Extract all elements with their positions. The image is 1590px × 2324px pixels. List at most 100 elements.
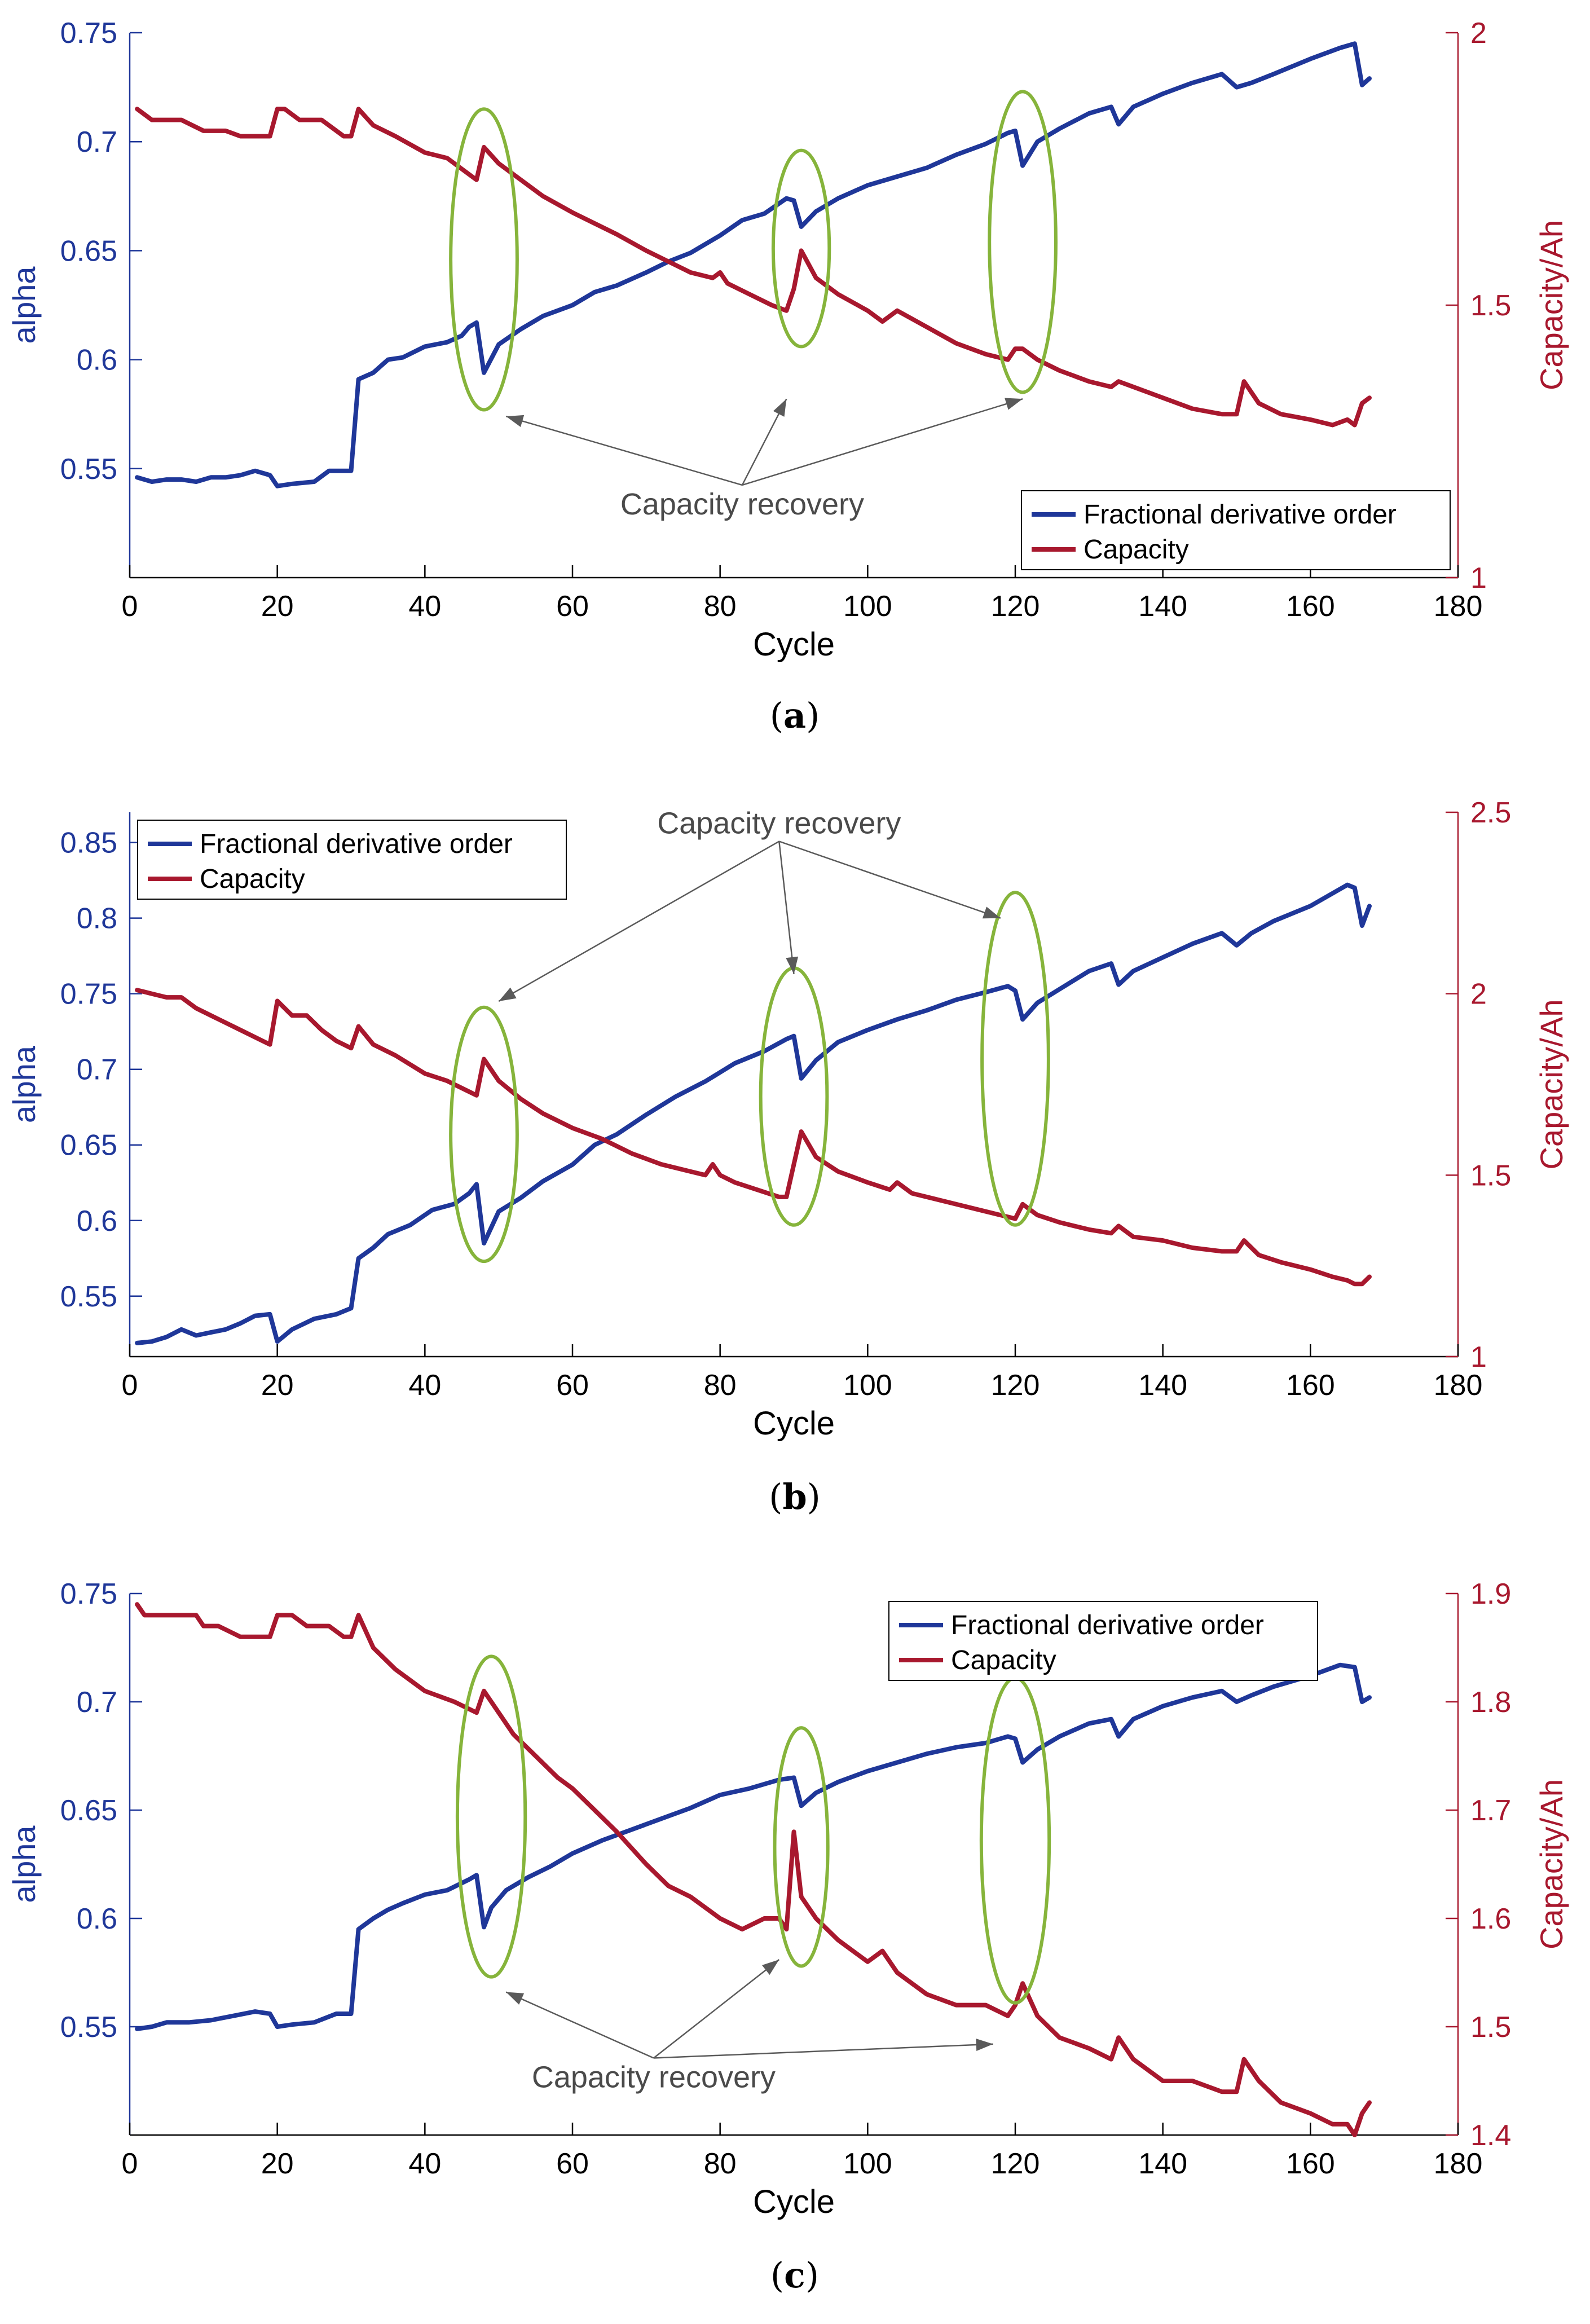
- right-tick-label: 1.8: [1470, 1686, 1511, 1719]
- annotation-arrowhead: [506, 1992, 525, 2005]
- x-tick-label: 160: [1286, 590, 1335, 623]
- x-tick-label: 80: [704, 590, 737, 623]
- x-tick-label: 0: [122, 590, 138, 623]
- annotation-arrowhead: [499, 987, 517, 1002]
- annotation-capacity-recovery: Capacity recovery: [532, 2061, 776, 2094]
- capacity-series-line: [135, 107, 1372, 428]
- legend-label: Capacity: [1084, 535, 1189, 565]
- x-tick-label: 20: [261, 590, 294, 623]
- recovery-ellipse: [759, 966, 829, 1227]
- recovery-ellipse: [455, 1654, 527, 1979]
- x-tick-label: 140: [1138, 590, 1187, 623]
- x-tick-label: 40: [408, 590, 441, 623]
- x-tick-label: 120: [991, 590, 1040, 623]
- left-tick-label: 0.65: [60, 235, 117, 267]
- recovery-ellipse: [449, 107, 519, 412]
- left-axis-title: alpha: [6, 1825, 42, 1903]
- left-tick-label: 0.8: [77, 903, 117, 935]
- recovery-ellipse: [979, 1676, 1051, 2005]
- right-axis-title: Capacity/Ah: [1534, 1779, 1569, 1949]
- annotation-arrow: [498, 840, 779, 1002]
- right-tick-label: 2: [1470, 978, 1487, 1011]
- right-tick-label: 1.7: [1470, 1794, 1511, 1827]
- left-tick-label: 0.7: [77, 126, 117, 159]
- x-tick-label: 140: [1138, 2147, 1187, 2180]
- caption-open-paren: (: [769, 1476, 782, 1517]
- x-tick-label: 180: [1434, 1369, 1483, 1402]
- annotation-capacity-recovery: Capacity recovery: [620, 487, 864, 521]
- right-tick-label: 1.5: [1470, 1159, 1511, 1192]
- annotation-arrow: [505, 415, 743, 486]
- annotation-arrowhead: [976, 2038, 993, 2051]
- x-tick-label: 100: [843, 2147, 892, 2180]
- x-axis-title: Cycle: [753, 2184, 835, 2220]
- x-tick-label: 60: [556, 2147, 589, 2180]
- annotation-arrow: [778, 840, 1001, 919]
- right-tick-label: 1.5: [1470, 2011, 1511, 2044]
- right-axis-title: Capacity/Ah: [1534, 220, 1569, 390]
- caption-close-paren: ): [807, 1476, 821, 1517]
- x-tick-label: 180: [1434, 590, 1483, 623]
- recovery-ellipse: [988, 90, 1058, 394]
- left-tick-label: 0.75: [60, 978, 117, 1011]
- capacity-series-line: [135, 988, 1372, 1287]
- x-axis-title: Cycle: [753, 626, 835, 663]
- left-tick-label: 0.6: [77, 344, 117, 377]
- x-axis-title: Cycle: [753, 1405, 835, 1442]
- left-axis-title: alpha: [6, 1045, 42, 1123]
- right-tick-label: 1.5: [1470, 289, 1511, 322]
- caption-close-paren: ): [806, 695, 820, 736]
- legend-box: [137, 820, 567, 900]
- x-tick-label: 140: [1138, 1369, 1187, 1402]
- x-tick-label: 80: [704, 1369, 737, 1402]
- annotation-arrowhead: [773, 399, 787, 417]
- panel-caption: (b): [769, 1476, 821, 1517]
- annotation-arrowhead: [1005, 398, 1023, 410]
- annotation-arrow: [778, 841, 795, 974]
- legend-label: Capacity: [200, 864, 305, 894]
- x-tick-label: 120: [991, 2147, 1040, 2180]
- x-tick-label: 20: [261, 1369, 294, 1402]
- capacity-series-line: [135, 1602, 1372, 2137]
- x-tick-label: 180: [1434, 2147, 1483, 2180]
- annotation-arrowhead: [506, 415, 525, 428]
- chart-panel-a: 0 20 40 60 80 100 120 140 160 180 0.55 0.6 0.65 0.7 0.…: [6, 17, 1569, 736]
- caption-open-paren: (: [770, 2255, 784, 2296]
- left-tick-label: 0.65: [60, 1794, 117, 1827]
- left-tick-label: 0.55: [60, 2011, 117, 2044]
- chart-panel-b: 0 20 40 60 80 100 120 140 160 180 0.55 0.6 0.65 0.7 0.…: [6, 796, 1569, 1517]
- x-tick-label: 0: [122, 2147, 138, 2180]
- annotation-arrow: [742, 398, 1023, 486]
- left-tick-label: 0.75: [60, 17, 117, 50]
- recovery-ellipse: [980, 891, 1050, 1227]
- left-tick-label: 0.6: [77, 1903, 117, 1935]
- left-tick-label: 0.55: [60, 1280, 117, 1313]
- left-tick-label: 0.75: [60, 1578, 117, 1610]
- legend-label: Fractional derivative order: [200, 829, 513, 859]
- recovery-ellipse: [773, 1726, 830, 1968]
- caption-letter: b: [782, 1476, 807, 1517]
- x-tick-label: 60: [556, 590, 589, 623]
- left-tick-label: 0.85: [60, 827, 117, 860]
- x-tick-label: 40: [408, 1369, 441, 1402]
- x-tick-label: 160: [1286, 2147, 1335, 2180]
- legend-label: Fractional derivative order: [1084, 500, 1397, 530]
- annotation-arrowhead: [982, 906, 1001, 919]
- x-tick-label: 20: [261, 2147, 294, 2180]
- annotation-arrow: [653, 1958, 780, 2059]
- right-axis-title: Capacity/Ah: [1534, 1000, 1569, 1170]
- caption-open-paren: (: [770, 695, 783, 736]
- left-tick-label: 0.6: [77, 1205, 117, 1238]
- legend-label: Fractional derivative order: [951, 1610, 1264, 1640]
- x-tick-label: 160: [1286, 1369, 1335, 1402]
- x-tick-label: 60: [556, 1369, 589, 1402]
- right-tick-label: 2: [1470, 17, 1487, 50]
- recovery-ellipse: [449, 1005, 519, 1264]
- legend: Fractional derivative order Capacity: [888, 1601, 1318, 1681]
- right-tick-label: 1: [1470, 1341, 1487, 1374]
- legend-box: [1021, 490, 1451, 570]
- left-tick-label: 0.7: [77, 1686, 117, 1719]
- caption-letter: a: [783, 695, 806, 736]
- right-tick-label: 1.4: [1470, 2119, 1511, 2152]
- legend-label: Capacity: [951, 1645, 1056, 1675]
